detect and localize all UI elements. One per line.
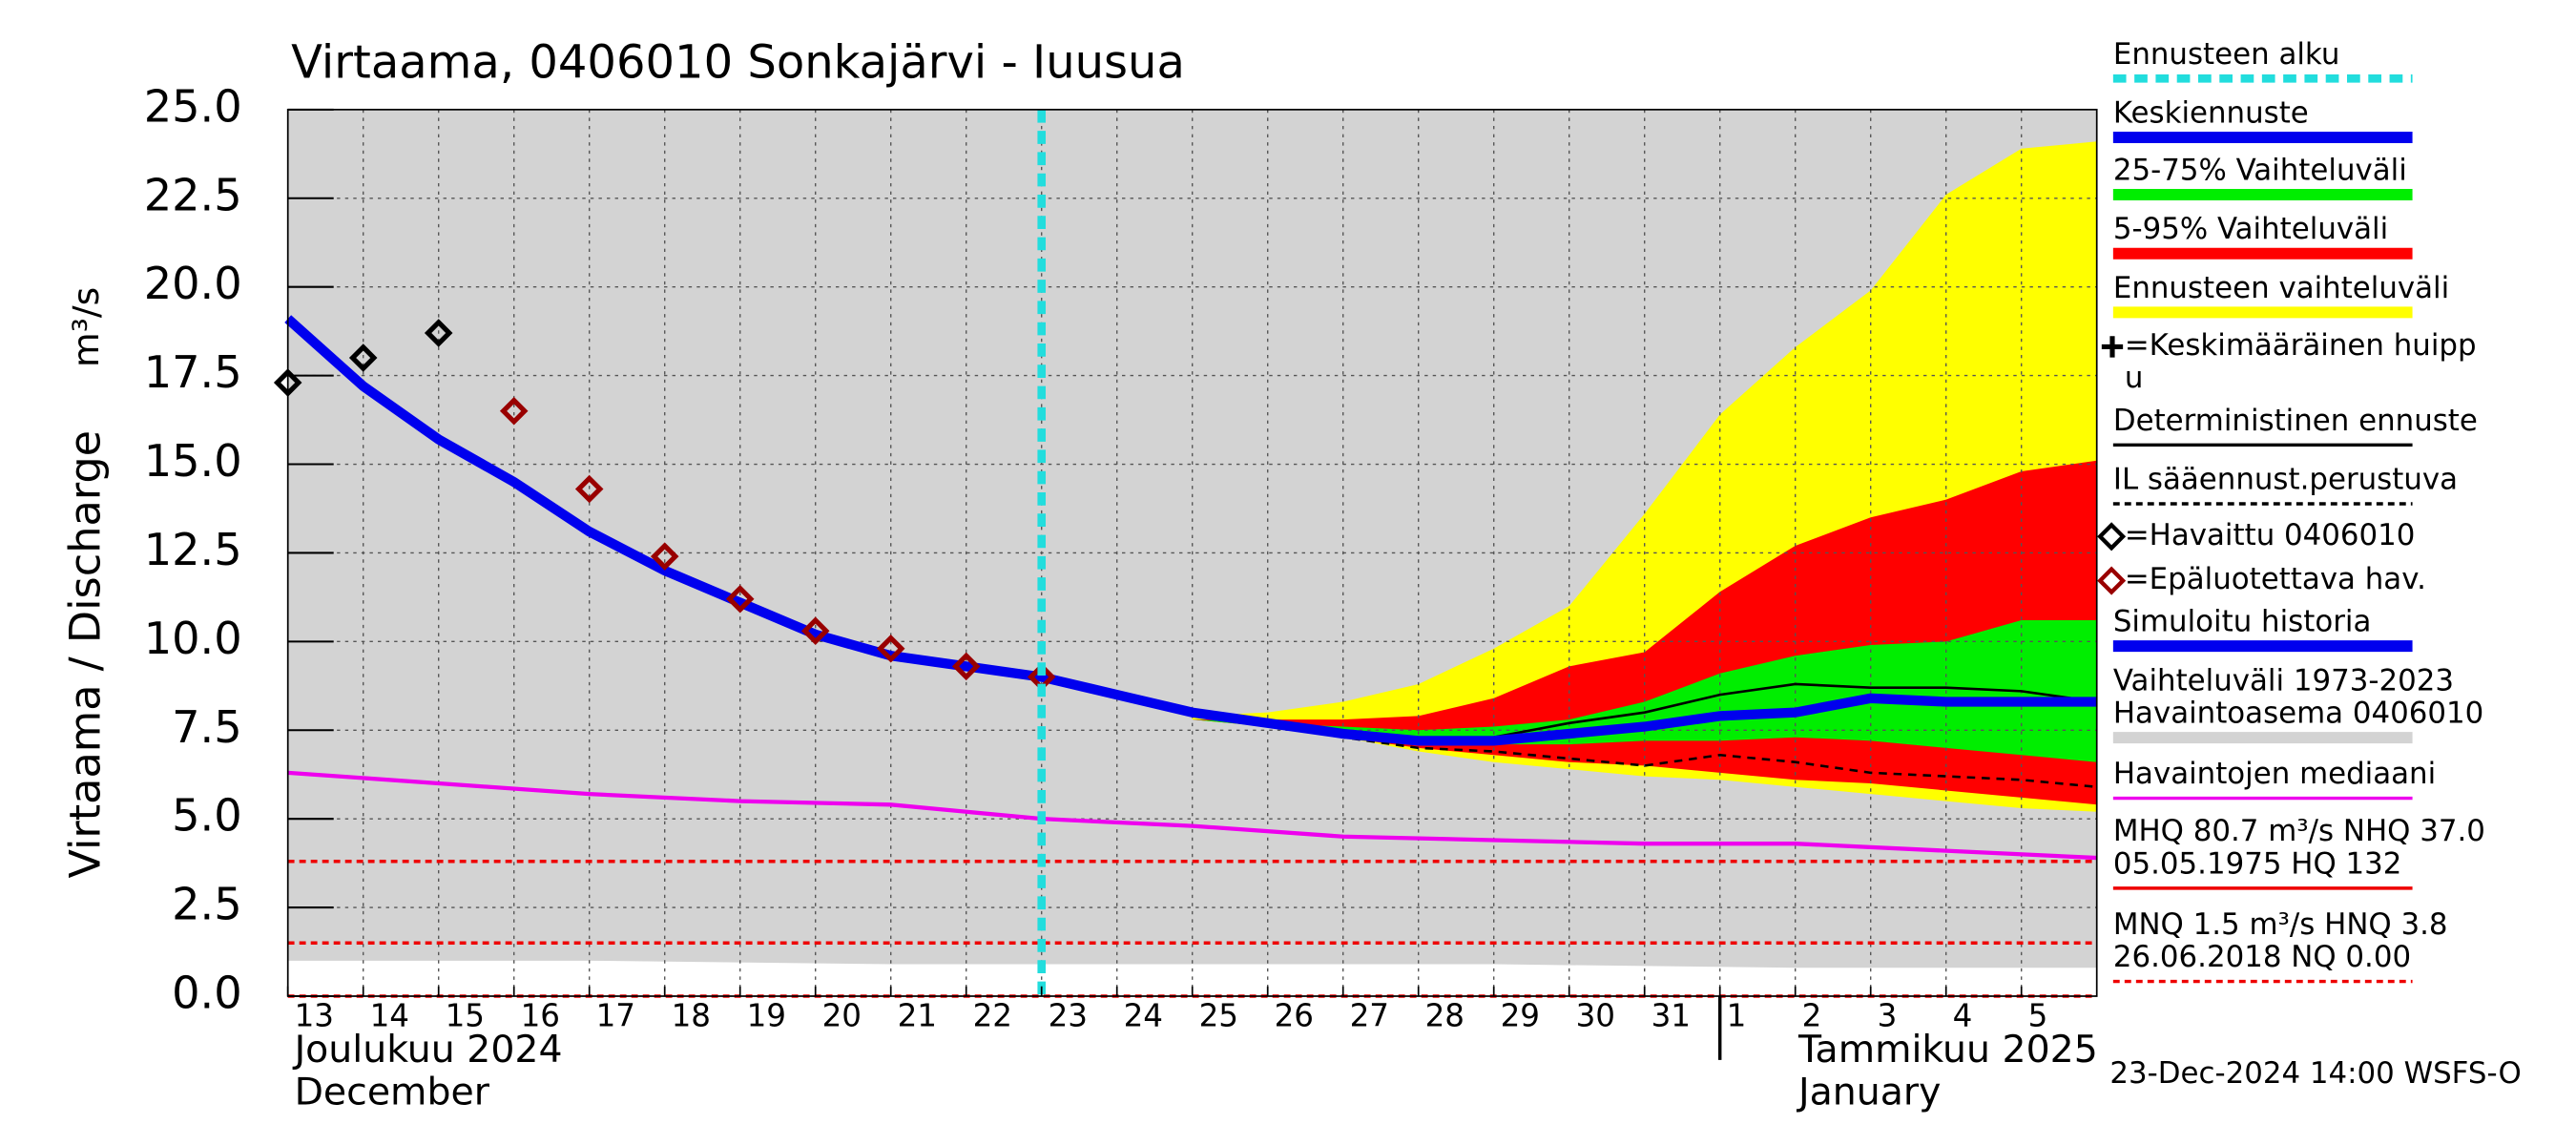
y-tick-label: 10.0 bbox=[144, 613, 242, 664]
observation-marker bbox=[499, 396, 529, 426]
x-tick-label: 16 bbox=[521, 997, 560, 1033]
x-tick-label: 14 bbox=[370, 997, 409, 1033]
legend-text: 26.06.2018 NQ 0.00 bbox=[2113, 940, 2411, 974]
legend-swatch bbox=[2101, 336, 2124, 358]
x-tick-label: 5 bbox=[2028, 997, 2048, 1033]
x-tick-label: 2 bbox=[1802, 997, 1822, 1033]
y-tick-label: 25.0 bbox=[144, 80, 242, 132]
x-tick-label: 30 bbox=[1576, 997, 1615, 1033]
legend-text: 25-75% Vaihteluväli bbox=[2113, 154, 2407, 188]
observation-marker bbox=[650, 542, 679, 571]
observation-marker bbox=[951, 652, 981, 681]
observation-marker bbox=[800, 616, 830, 645]
legend-text: u bbox=[2125, 361, 2144, 395]
x-tick-label: 29 bbox=[1501, 997, 1540, 1033]
legend-text: Deterministinen ennuste bbox=[2113, 404, 2478, 438]
x-tick-label: 4 bbox=[1953, 997, 1973, 1033]
y-tick-label: 15.0 bbox=[144, 435, 242, 487]
legend-text: Vaihteluväli 1973-2023 bbox=[2113, 663, 2454, 697]
observation-marker bbox=[348, 344, 378, 372]
x-tick-label: 24 bbox=[1124, 997, 1163, 1033]
observation-marker bbox=[574, 474, 604, 504]
x-tick-label: 18 bbox=[672, 997, 711, 1033]
chart-title: Virtaama, 0406010 Sonkajärvi - Iuusua bbox=[291, 36, 1185, 90]
legend-text: Keskiennuste bbox=[2113, 95, 2309, 130]
month-label: Joulukuu 2024 bbox=[292, 1028, 563, 1072]
y-axis-label: Virtaama / Discharge bbox=[61, 430, 111, 879]
legend-text: Ennusteen vaihteluväli bbox=[2113, 271, 2449, 305]
series-line bbox=[284, 315, 2097, 746]
y-tick-label: 7.5 bbox=[172, 701, 242, 753]
legend-text: =Epäluotettava hav. bbox=[2125, 562, 2426, 596]
legend: Ennusteen alku Keskiennuste 25-75% Vaihtel… bbox=[2097, 37, 2485, 984]
y-axis-unit: m³/s bbox=[65, 287, 107, 367]
x-tick-label: 20 bbox=[822, 997, 862, 1033]
legend-text: IL sääennust.perustuva bbox=[2113, 463, 2458, 497]
x-tick-label: 25 bbox=[1199, 997, 1238, 1033]
month-label: January bbox=[1796, 1070, 1941, 1114]
legend-text: MNQ 1.5 m³/s HNQ 3.8 bbox=[2113, 907, 2448, 942]
x-tick-label: 26 bbox=[1275, 997, 1314, 1033]
legend-text: Ennusteen alku bbox=[2113, 37, 2340, 72]
plot-area: 0.0 2.5 5.0 7.5 10.0 12.5 15.0 17.5 20.0 22.5 25.0… bbox=[144, 80, 2098, 1114]
x-tick-label: 15 bbox=[446, 997, 485, 1033]
legend-text: Havaintojen mediaani bbox=[2113, 757, 2436, 791]
y-tick-label: 22.5 bbox=[144, 169, 242, 220]
legend-text: 5-95% Vaihteluväli bbox=[2113, 212, 2388, 246]
x-tick-label: 28 bbox=[1425, 997, 1465, 1033]
legend-text: Simuloitu historia bbox=[2113, 605, 2372, 639]
range-band bbox=[1192, 620, 2097, 762]
legend-swatch bbox=[2097, 566, 2127, 595]
x-tick-label: 1 bbox=[1727, 997, 1747, 1033]
y-tick-label: 20.0 bbox=[144, 258, 242, 309]
y-tick-label: 0.0 bbox=[172, 967, 242, 1018]
x-tick-label: 3 bbox=[1878, 997, 1898, 1033]
legend-text: =Havaittu 0406010 bbox=[2125, 518, 2416, 552]
y-tick-label: 17.5 bbox=[144, 346, 242, 398]
legend-text: =Keskimääräinen huipp bbox=[2125, 328, 2477, 363]
month-label: Tammikuu 2025 bbox=[1797, 1028, 2098, 1072]
legend-text: MHQ 80.7 m³/s NHQ 37.0 bbox=[2113, 814, 2485, 848]
series-line bbox=[287, 770, 2097, 861]
x-tick-label: 17 bbox=[596, 997, 635, 1033]
x-tick-label: 13 bbox=[295, 997, 334, 1033]
y-tick-label: 2.5 bbox=[172, 879, 242, 930]
x-tick-label: 27 bbox=[1350, 997, 1389, 1033]
observation-marker bbox=[876, 634, 905, 663]
legend-swatch bbox=[2097, 522, 2127, 552]
y-tick-label: 5.0 bbox=[172, 790, 242, 842]
x-tick-label: 22 bbox=[973, 997, 1012, 1033]
y-tick-label: 12.5 bbox=[144, 524, 242, 575]
month-label: December bbox=[295, 1070, 490, 1114]
x-tick-label: 31 bbox=[1652, 997, 1691, 1033]
legend-text: 05.05.1975 HQ 132 bbox=[2113, 846, 2402, 881]
x-tick-label: 23 bbox=[1049, 997, 1088, 1033]
x-tick-label: 19 bbox=[747, 997, 786, 1033]
legend-text: Havaintoasema 0406010 bbox=[2113, 697, 2483, 731]
observation-marker bbox=[725, 584, 755, 614]
observation-marker bbox=[424, 319, 453, 347]
footer: 23-Dec-2024 14:00 WSFS-O bbox=[2109, 1056, 2521, 1091]
x-tick-label: 21 bbox=[898, 997, 937, 1033]
